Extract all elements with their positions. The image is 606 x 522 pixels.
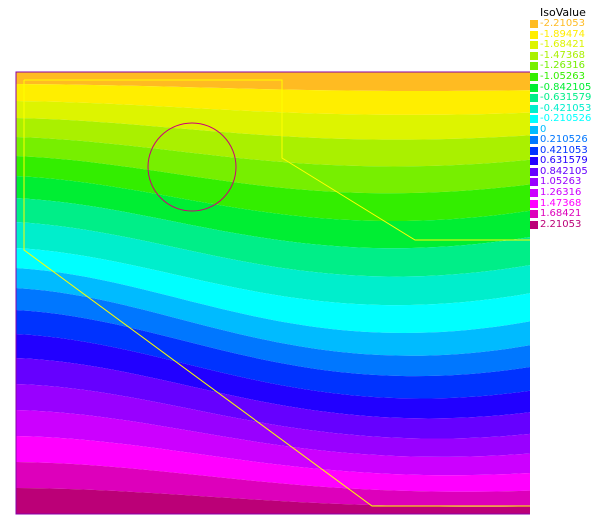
contour-band [16,410,530,476]
legend-entry: -1.47368 [530,49,604,62]
legend-swatch [530,94,538,103]
legend-entry: 1.26316 [530,188,604,199]
legend-entry: 0.210526 [530,135,604,146]
legend-label: -1.05263 [540,71,585,82]
contour-band [16,462,530,507]
legend-swatch [530,189,538,198]
legend-title: IsoValue [540,6,586,19]
legend-label: 0.631579 [540,155,588,167]
legend-label: -2.21053 [540,18,585,30]
domain-frame [15,71,530,515]
legend-entry: 1.68421 [530,209,604,220]
legend-entry: -0.631579 [530,93,604,104]
legend-swatch [530,51,538,60]
legend-label: 0.842105 [540,165,588,177]
contour-band [16,222,530,306]
legend-swatch [530,115,538,124]
legend-entries: -2.21053 -1.89474 -1.68421 -1.47368 -1.26316… [530,19,604,230]
legend-entry: -1.05263 [530,72,604,83]
legend-entry: -1.26316 [530,61,604,72]
legend-label: 1.26316 [540,187,582,199]
legend-label: 0.210526 [540,134,588,146]
contour-band [16,358,530,439]
contour-band [16,268,530,356]
legend-label: 1.68421 [540,208,582,220]
legend-label: -0.631579 [540,92,592,104]
legend-label: 2.21053 [540,218,582,230]
legend-label: -1.89474 [540,28,585,40]
legend-entry: 1.05263 [530,177,604,188]
contour-band [16,176,530,249]
contour-band [16,436,530,492]
legend-entry: -0.421053 [530,103,604,114]
legend-swatch [530,20,538,29]
legend-entry: 2.21053 [530,219,604,230]
legend-swatch [530,199,538,208]
legend-swatch [530,30,538,39]
legend-swatch [530,136,538,145]
legend-entry: -0.842105 [530,82,604,93]
legend-swatch [530,41,538,50]
legend-swatch [530,125,538,134]
mesh-boundary-outline [23,79,530,507]
contour-band [16,137,530,194]
legend-entry: -1.89474 [530,28,604,41]
legend-entry: -2.21053 [530,19,604,30]
legend-swatch [530,157,538,166]
legend-entry: -0.210526 [530,114,604,125]
legend-label: -1.68421 [540,39,585,51]
legend-swatch [530,210,538,219]
contour-band [16,288,530,377]
legend-entry: 1.47368 [530,198,604,209]
legend-swatch [530,104,538,113]
legend-swatch [530,62,538,71]
circular-inclusion-outline [147,122,237,212]
legend-label: -1.26316 [540,60,585,72]
contour-band [16,72,530,91]
legend-label: -0.421053 [540,102,592,114]
legend-label: 0 [540,123,547,135]
contour-band [16,384,530,457]
legend-swatch [530,146,538,155]
legend-swatch [530,73,538,81]
legend-swatch [530,83,538,92]
contour-band [16,248,530,334]
legend-label: -0.842105 [540,81,592,93]
legend-entry: 0.631579 [530,156,604,167]
contour-band [16,101,530,140]
isovalue-legend: IsoValue -2.21053 -1.89474 -1.68421 -1.4736… [530,6,604,230]
legend-label: -1.47368 [540,49,585,61]
contour-band [16,198,530,277]
contour-bands [16,72,530,514]
legend-swatch [530,178,538,187]
legend-entry: 0.421053 [530,144,604,157]
legend-entry: 0 [530,124,604,135]
contour-band [16,334,530,419]
legend-label: 0.421053 [540,144,588,156]
legend-swatch [530,167,538,176]
isovalue-contour-plot [15,71,530,515]
contour-band [16,156,530,221]
legend-label: 1.47368 [540,197,582,209]
legend-label: -0.210526 [540,113,592,125]
contour-band [16,84,530,115]
legend-entry: 0.842105 [530,165,604,178]
contour-band [16,310,530,399]
legend-swatch [530,220,538,229]
legend-entry: -1.68421 [530,40,604,51]
legend-label: 1.05263 [540,176,582,188]
contour-band [16,118,530,167]
contour-band [16,488,530,514]
